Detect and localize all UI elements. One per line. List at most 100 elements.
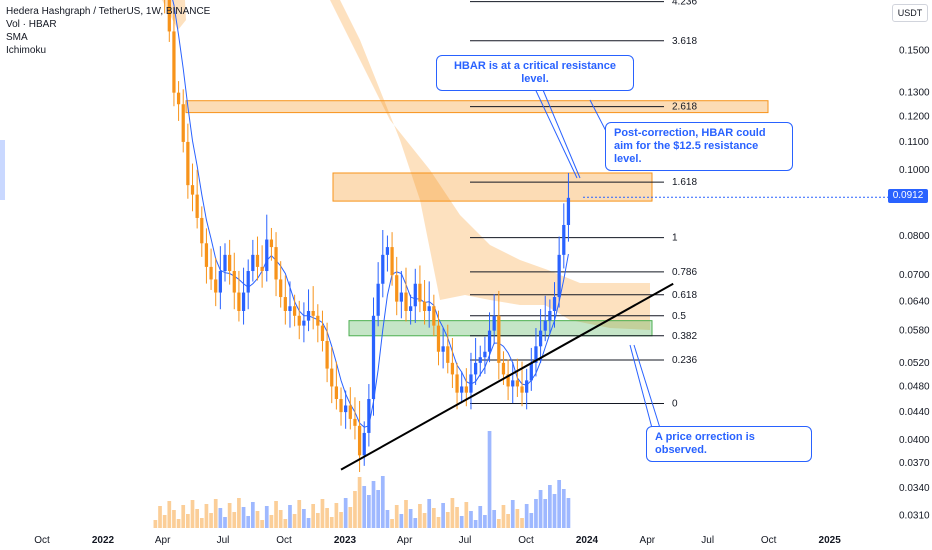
- candle-body[interactable]: [251, 254, 255, 272]
- candle-body[interactable]: [446, 346, 450, 363]
- candle-body[interactable]: [195, 194, 199, 218]
- candle-body[interactable]: [464, 386, 468, 393]
- candle-body[interactable]: [385, 247, 390, 255]
- candle-body[interactable]: [529, 362, 533, 381]
- candle-body[interactable]: [172, 31, 176, 93]
- resistance-callout[interactable]: HBAR is at a critical resistance level.: [436, 55, 634, 91]
- candle-body[interactable]: [515, 380, 520, 387]
- candle-body[interactable]: [348, 405, 352, 419]
- candle-body[interactable]: [320, 325, 325, 341]
- candle-body[interactable]: [483, 351, 487, 358]
- candle-body[interactable]: [441, 346, 445, 352]
- candle-body[interactable]: [176, 92, 181, 105]
- candle-body[interactable]: [167, 0, 171, 32]
- candle-body[interactable]: [525, 380, 529, 393]
- candle-body[interactable]: [218, 271, 222, 293]
- candle-body[interactable]: [357, 425, 362, 456]
- candle-body[interactable]: [209, 266, 213, 280]
- candle-body[interactable]: [487, 330, 492, 352]
- candle-body[interactable]: [265, 239, 269, 272]
- candle-body[interactable]: [566, 197, 571, 225]
- candle-body[interactable]: [367, 399, 371, 433]
- candle-body[interactable]: [520, 386, 524, 393]
- candle-body[interactable]: [334, 386, 339, 400]
- candle-body[interactable]: [269, 239, 274, 248]
- candle-body[interactable]: [460, 386, 464, 393]
- correction-callout[interactable]: A price orrection is observed.: [646, 426, 812, 462]
- indicator-ichimoku[interactable]: Ichimoku: [6, 45, 47, 56]
- currency-button[interactable]: USDT: [892, 4, 928, 22]
- candle-body[interactable]: [316, 315, 320, 326]
- candle-body[interactable]: [473, 362, 478, 375]
- candle-body[interactable]: [511, 380, 515, 387]
- candle-body[interactable]: [455, 374, 459, 393]
- candle-body[interactable]: [506, 374, 510, 387]
- candle-body[interactable]: [450, 362, 455, 375]
- candle-body[interactable]: [260, 266, 264, 272]
- candle-body[interactable]: [376, 283, 380, 316]
- candle-body[interactable]: [497, 315, 501, 363]
- candle-body[interactable]: [190, 185, 195, 195]
- candle-body[interactable]: [538, 330, 543, 347]
- candle-body[interactable]: [381, 254, 385, 284]
- candle-body[interactable]: [214, 279, 218, 293]
- candle-body[interactable]: [432, 306, 436, 326]
- candle-body[interactable]: [534, 346, 538, 363]
- candle-body[interactable]: [339, 399, 343, 413]
- candle-body[interactable]: [409, 306, 413, 311]
- candle-body[interactable]: [362, 432, 366, 456]
- candle-body[interactable]: [228, 254, 232, 272]
- candle-body[interactable]: [501, 362, 506, 375]
- candle-body[interactable]: [223, 254, 227, 272]
- candle-body[interactable]: [469, 374, 473, 393]
- candle-body[interactable]: [371, 315, 376, 400]
- candle-body[interactable]: [306, 310, 311, 321]
- candle-body[interactable]: [186, 141, 190, 186]
- candle-body[interactable]: [413, 283, 417, 307]
- candle-body[interactable]: [427, 306, 431, 311]
- correction-callout-pointer: [629, 344, 653, 429]
- target-callout[interactable]: Post-correction, HBAR could aim for the …: [605, 122, 793, 171]
- candle-body[interactable]: [232, 271, 236, 293]
- candle-body[interactable]: [418, 283, 422, 302]
- candle-body[interactable]: [274, 247, 278, 280]
- candle-body[interactable]: [246, 271, 250, 293]
- candle-body[interactable]: [200, 217, 204, 244]
- candle-body[interactable]: [436, 325, 441, 352]
- candle-body[interactable]: [543, 320, 547, 331]
- candle-body[interactable]: [204, 243, 209, 267]
- candle-body[interactable]: [395, 275, 399, 302]
- support-zone[interactable]: [348, 320, 653, 337]
- ascending-trendline[interactable]: [340, 282, 674, 471]
- candle-body[interactable]: [492, 315, 496, 331]
- candle-body[interactable]: [241, 292, 246, 311]
- candle-body[interactable]: [344, 405, 348, 413]
- volume-bar: [329, 517, 334, 528]
- candle-body[interactable]: [283, 297, 287, 311]
- candle-body[interactable]: [279, 279, 283, 298]
- indicator-sma[interactable]: SMA: [6, 32, 28, 43]
- candle-body[interactable]: [255, 254, 260, 267]
- candle-body[interactable]: [353, 418, 357, 426]
- resistance-zone[interactable]: [332, 172, 653, 202]
- candle-body[interactable]: [399, 292, 403, 302]
- candle-body[interactable]: [422, 301, 427, 311]
- candle-body[interactable]: [288, 306, 292, 311]
- candle-body[interactable]: [237, 292, 241, 311]
- candle-body[interactable]: [552, 297, 557, 311]
- candle-body[interactable]: [404, 292, 408, 311]
- candle-body[interactable]: [330, 368, 334, 387]
- candle-body[interactable]: [181, 104, 185, 142]
- candle-body[interactable]: [548, 310, 552, 321]
- candle-body[interactable]: [325, 340, 329, 369]
- candle-body[interactable]: [478, 357, 482, 363]
- candle-body[interactable]: [390, 247, 394, 276]
- candle-body[interactable]: [302, 320, 306, 326]
- candle-body[interactable]: [562, 224, 566, 255]
- candle-body[interactable]: [292, 306, 297, 316]
- candle-body[interactable]: [297, 315, 301, 326]
- candle-body[interactable]: [311, 310, 315, 316]
- candle-body[interactable]: [557, 254, 561, 298]
- indicator-volume[interactable]: Vol · HBAR: [6, 19, 57, 30]
